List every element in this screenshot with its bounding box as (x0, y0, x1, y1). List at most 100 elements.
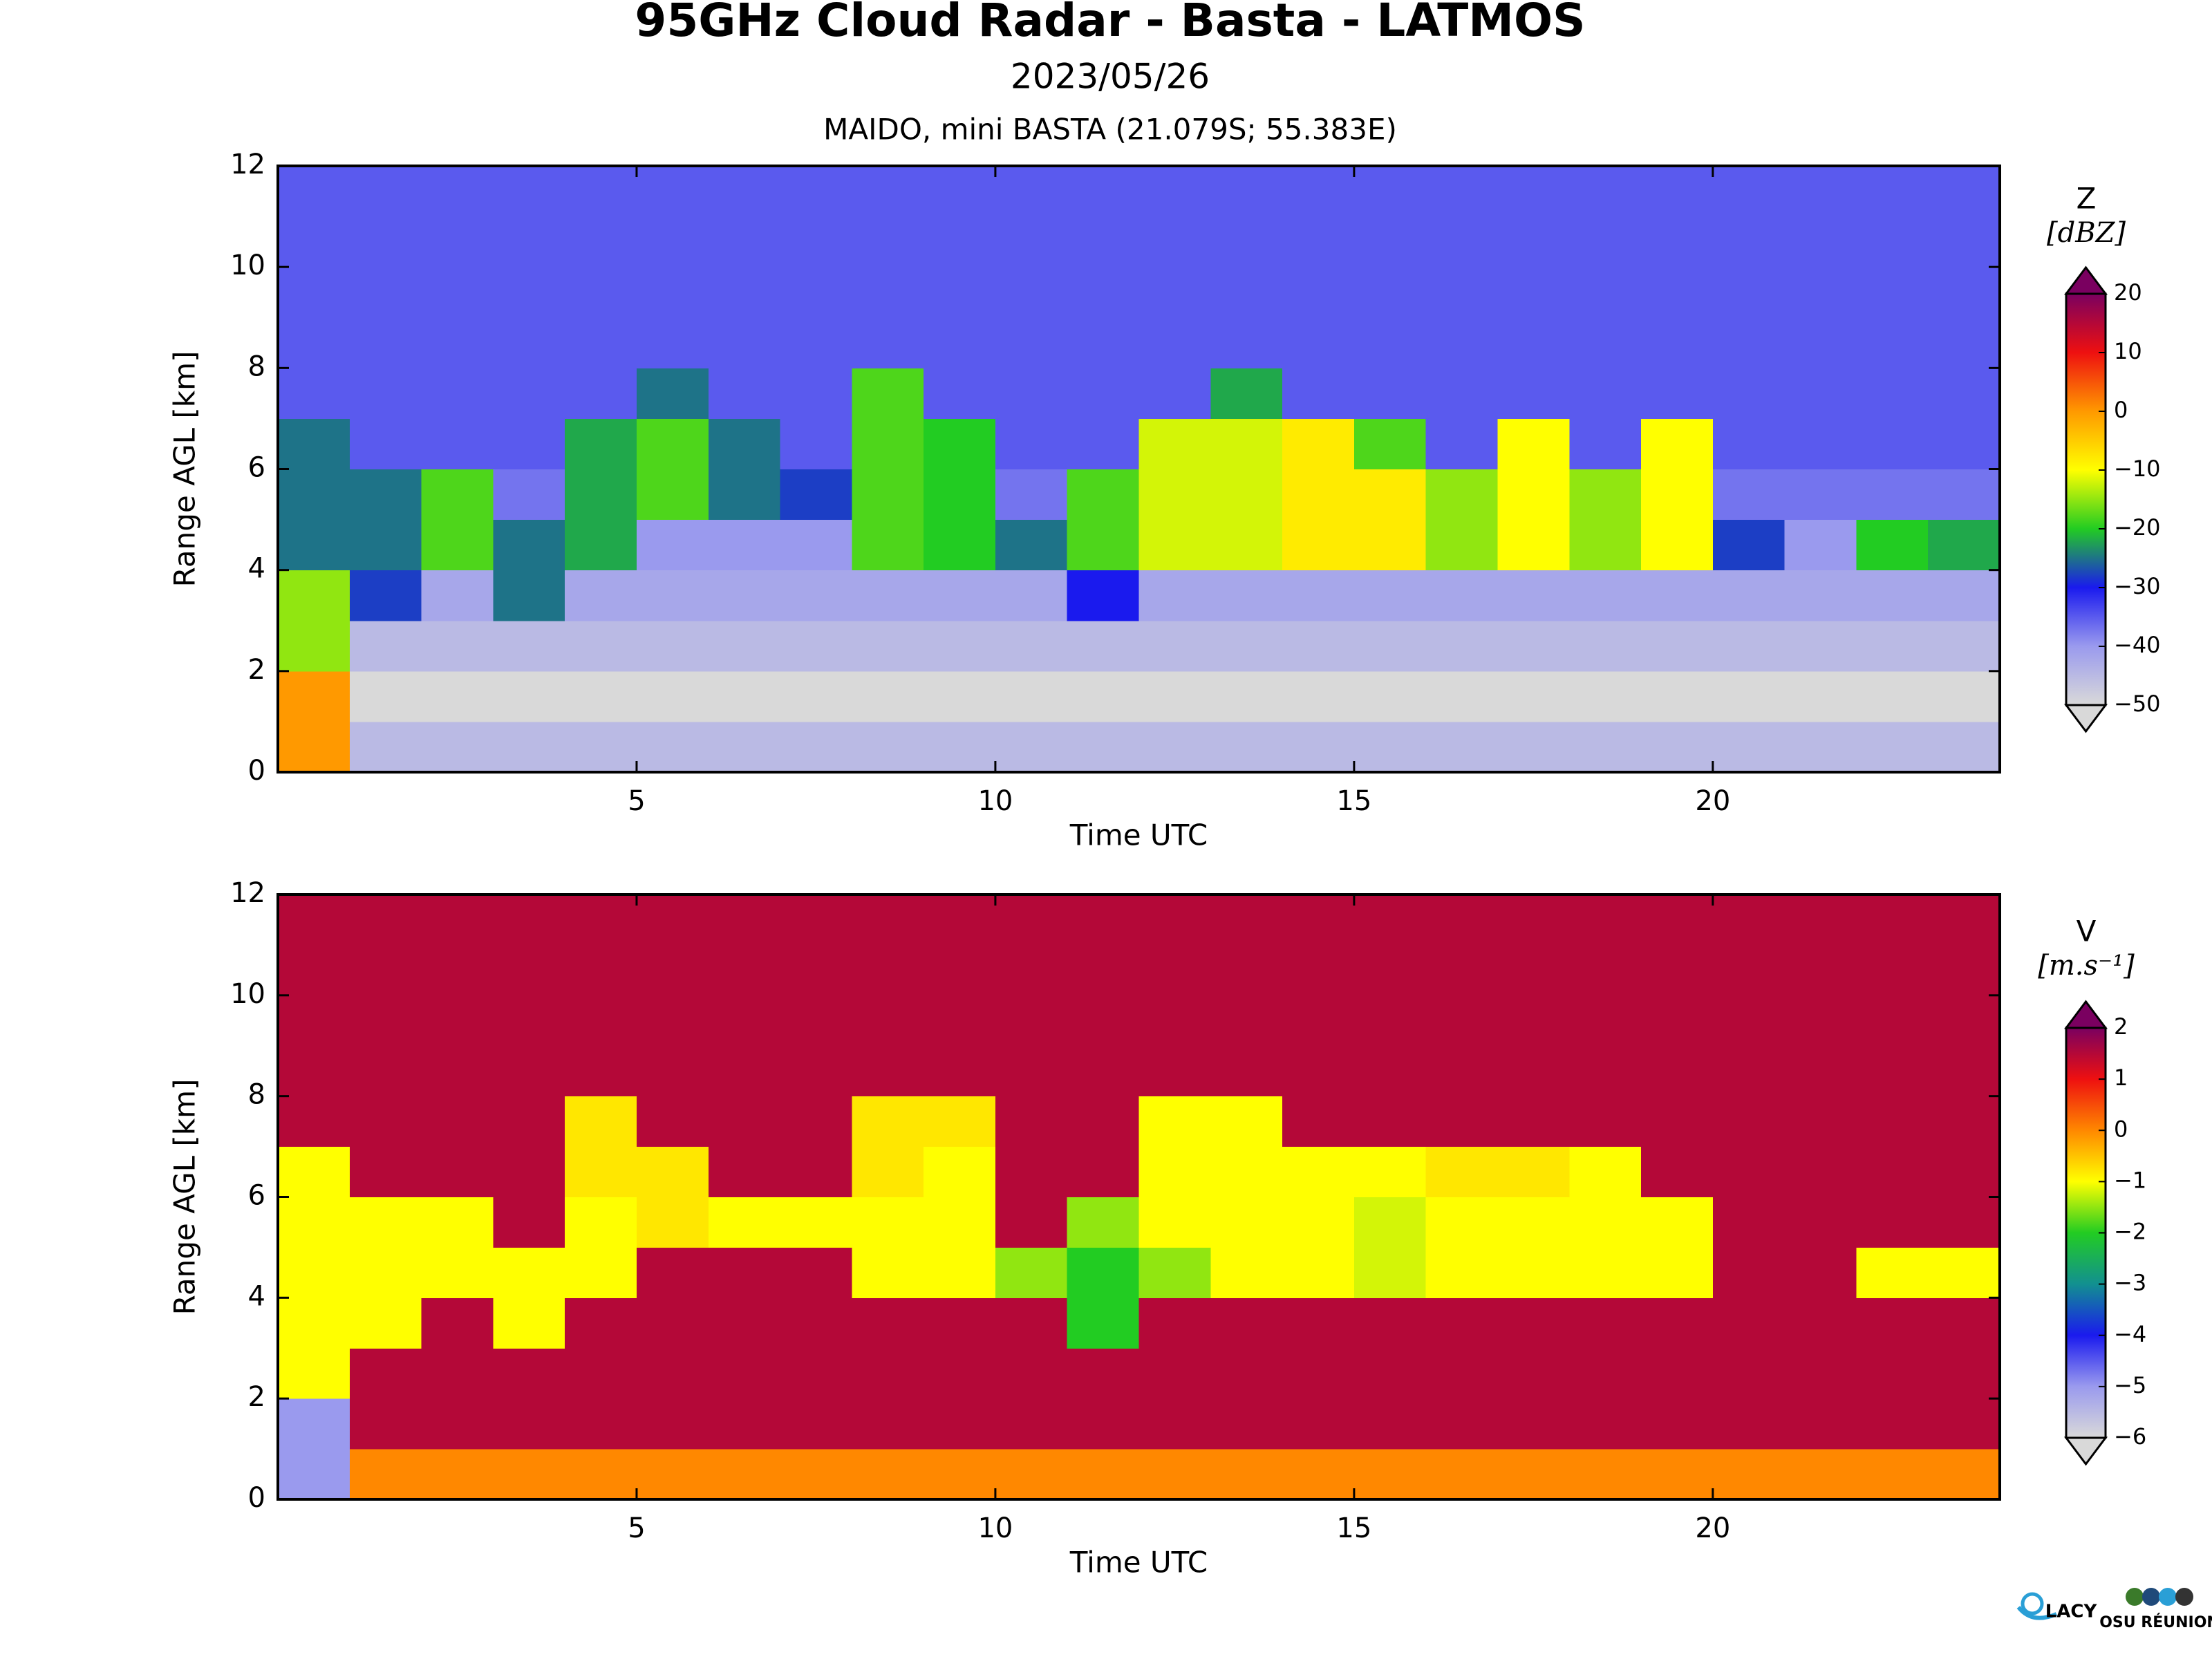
cell (421, 1247, 494, 1298)
cell (421, 267, 494, 318)
cell (708, 1146, 781, 1197)
cell (1569, 944, 1642, 996)
colorbar-tick-label: 0 (2114, 1116, 2128, 1142)
cell (1282, 469, 1355, 521)
cell (708, 519, 781, 571)
x-tick-label: 10 (977, 785, 1013, 817)
cell (852, 944, 924, 996)
y-tick-label: 8 (248, 350, 265, 382)
cell (493, 469, 565, 521)
cell (1641, 216, 1714, 268)
colorbar-tick-label: −40 (2114, 632, 2161, 658)
cell (493, 721, 565, 773)
colorbar (2065, 292, 2107, 706)
cell (1210, 995, 1283, 1047)
cell (1856, 995, 1929, 1047)
cell (924, 995, 996, 1047)
cell (565, 1297, 637, 1349)
colorbar-tick-label: −1 (2114, 1167, 2146, 1193)
cell (924, 1297, 996, 1349)
cell (1282, 1045, 1355, 1097)
cell (1569, 1096, 1642, 1147)
colorbar-tick-label: 10 (2114, 338, 2142, 364)
y-axis-label: Range AGL [km] (168, 1079, 202, 1315)
cell (1569, 469, 1642, 521)
cell (1353, 1247, 1427, 1298)
cell (1425, 1146, 1498, 1197)
cell (1569, 166, 1642, 217)
cell (1784, 570, 1857, 621)
cell (780, 267, 852, 318)
cell (924, 1398, 996, 1450)
cell (852, 1096, 924, 1147)
cell (349, 1449, 422, 1500)
cell (1282, 1096, 1355, 1147)
colorbar-tick-label: 2 (2114, 1013, 2128, 1040)
cell (636, 469, 709, 521)
cell (1928, 216, 2000, 268)
cell (1282, 216, 1355, 268)
cell (1856, 1247, 1929, 1298)
cell (1210, 469, 1283, 521)
cell (1210, 620, 1283, 672)
cell (1928, 944, 2000, 996)
cell (1425, 519, 1498, 571)
cell (278, 620, 350, 672)
cell (1138, 721, 1211, 773)
cell (1282, 1449, 1355, 1500)
cell (1425, 944, 1498, 996)
cell (1138, 519, 1211, 571)
cell (780, 1449, 852, 1500)
cell (1856, 1297, 1929, 1349)
cell (349, 1096, 422, 1147)
cell (1138, 469, 1211, 521)
cell (1497, 1247, 1570, 1298)
cell (1712, 570, 1785, 621)
cell (1497, 1096, 1570, 1147)
cell (1856, 570, 1929, 621)
cell (1856, 469, 1929, 521)
cell (1641, 995, 1714, 1047)
cell (493, 1398, 565, 1450)
cell (1067, 894, 1139, 946)
cell (1784, 1297, 1857, 1349)
cell (1856, 418, 1929, 469)
cell (1425, 216, 1498, 268)
cell (1282, 317, 1355, 368)
cell (1497, 1398, 1570, 1450)
cell (1712, 1398, 1785, 1450)
x-tick-label: 10 (977, 1512, 1013, 1544)
cell (1067, 995, 1139, 1047)
cell (852, 216, 924, 268)
cell (708, 1449, 781, 1500)
colorbar-tick-label: −5 (2114, 1372, 2146, 1398)
cell (1067, 166, 1139, 217)
cell (1784, 1146, 1857, 1197)
colorbar-tick-label: −50 (2114, 691, 2161, 717)
x-tick-label: 5 (628, 1512, 645, 1544)
cell (1712, 1197, 1785, 1248)
cell (780, 1247, 852, 1298)
cell (421, 317, 494, 368)
cell (1067, 1348, 1139, 1399)
cell (852, 267, 924, 318)
cell (1353, 1045, 1427, 1097)
cell (1497, 944, 1570, 996)
cell (1353, 1398, 1427, 1450)
cell (1067, 620, 1139, 672)
cell (1712, 1045, 1785, 1097)
x-tick-label: 20 (1695, 1512, 1730, 1544)
cell (1282, 944, 1355, 996)
cell (924, 418, 996, 469)
cell (1425, 1197, 1498, 1248)
cell (1210, 1146, 1283, 1197)
cell (1210, 721, 1283, 773)
cell (780, 317, 852, 368)
cell (1138, 1045, 1211, 1097)
cell (995, 1247, 1068, 1298)
cell (1210, 1297, 1283, 1349)
cell (1425, 894, 1498, 946)
cell (1712, 620, 1785, 672)
cell (1138, 671, 1211, 722)
cell (852, 620, 924, 672)
